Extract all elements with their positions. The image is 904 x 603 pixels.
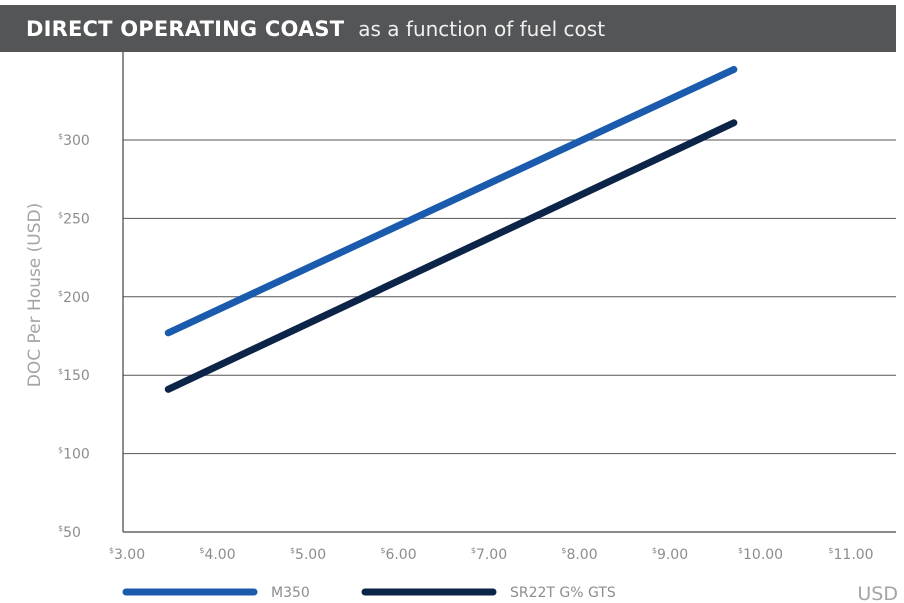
x-tick-label: $6.00 — [380, 546, 416, 563]
y-tick-label: $250 — [58, 210, 90, 227]
x-tick-label: $7.00 — [471, 546, 507, 563]
series-line-sr22t-g-gts — [164, 119, 738, 393]
chart-subtitle: as a function of fuel cost — [358, 16, 606, 41]
x-tick-label: $9.00 — [652, 546, 688, 563]
y-tick-label: $300 — [58, 132, 90, 149]
y-tick-label: $100 — [58, 446, 90, 463]
chart-title-bar: DIRECT OPERATING COAST as a function of … — [0, 5, 896, 52]
x-axis-title: USD — [857, 583, 898, 603]
legend-label: M350 — [271, 585, 310, 601]
x-tick-label: $5.00 — [290, 546, 326, 563]
x-tick-label: $11.00 — [828, 546, 873, 563]
legend-label: SR22T G% GTS — [510, 585, 616, 601]
chart-title: DIRECT OPERATING COAST — [26, 16, 345, 41]
x-tick-label: $10.00 — [738, 546, 783, 563]
y-tick-label: $150 — [58, 367, 90, 384]
y-axis-title: DOC Per House (USD) — [25, 203, 45, 388]
series-line-m350 — [164, 65, 738, 337]
x-tick-label: $4.00 — [199, 546, 235, 563]
x-tick-label: $8.00 — [561, 546, 597, 563]
x-tick-label: $3.00 — [109, 546, 145, 563]
y-tick-label: $200 — [58, 289, 90, 306]
y-tick-label: $50 — [58, 524, 81, 541]
